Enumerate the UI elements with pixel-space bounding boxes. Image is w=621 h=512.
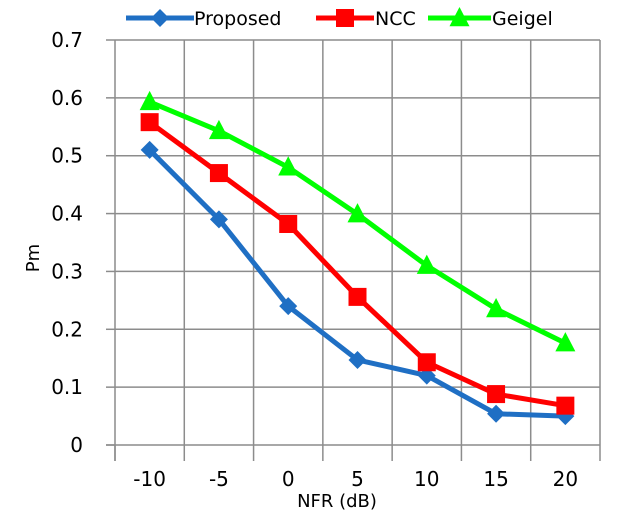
data-point [556,396,575,415]
data-point [417,353,436,372]
data-point [347,203,368,223]
y-axis-title: Pm [23,244,44,272]
y-tick-label: 0.5 [51,144,83,168]
x-tick-label: 10 [414,467,439,491]
x-tick-label: 5 [351,467,364,491]
data-point [139,90,160,111]
y-tick-label: 0 [70,433,83,457]
x-tick-label: 15 [483,467,508,491]
legend-label: NCC [375,8,416,30]
data-point [279,214,298,233]
y-tick-label: 0.6 [51,86,83,110]
legend-label: Proposed [194,8,281,30]
data-point [278,156,299,176]
data-point [348,287,367,306]
x-tick-label: -5 [209,467,229,491]
x-tick-label: 20 [553,467,578,491]
y-tick-label: 0.3 [51,259,83,283]
y-tick-label: 0.7 [51,28,83,52]
series-ncc [140,113,575,415]
x-tick-label: 0 [282,467,295,491]
y-tick-label: 0.1 [51,375,83,399]
legend-label: Geigel [492,8,553,30]
legend-swatch-marker [336,9,354,27]
legend-swatch-marker [151,9,169,27]
data-point [487,385,506,404]
series-geigel [139,90,576,352]
data-point [209,210,228,229]
axes: 0 0.1 0.2 0.3 0.4 0.5 0.6 0.7 -10 -5 0 5 10 15 20 [51,28,601,491]
legend: Proposed NCC Geigel [126,7,553,30]
legend-item-proposed: Proposed [126,8,281,30]
data-point [416,254,437,274]
y-tick-label: 0.4 [51,202,83,226]
series-layer [139,90,576,426]
grid [115,39,601,445]
data-point [555,332,576,352]
data-point [486,298,507,318]
data-point [279,297,298,316]
x-tick-label: -10 [133,467,166,491]
data-point [140,140,159,159]
legend-item-ncc: NCC [316,8,416,30]
series-proposed [140,140,575,426]
legend-swatch-marker [449,7,470,27]
data-point [208,119,229,140]
x-axis-title: NFR (dB) [297,491,377,512]
data-point [348,350,367,369]
y-tick-label: 0.2 [51,317,83,341]
legend-item-geigel: Geigel [428,7,553,30]
data-point [487,404,506,423]
data-point [209,164,228,183]
series-line [147,148,566,419]
data-point [140,113,159,132]
